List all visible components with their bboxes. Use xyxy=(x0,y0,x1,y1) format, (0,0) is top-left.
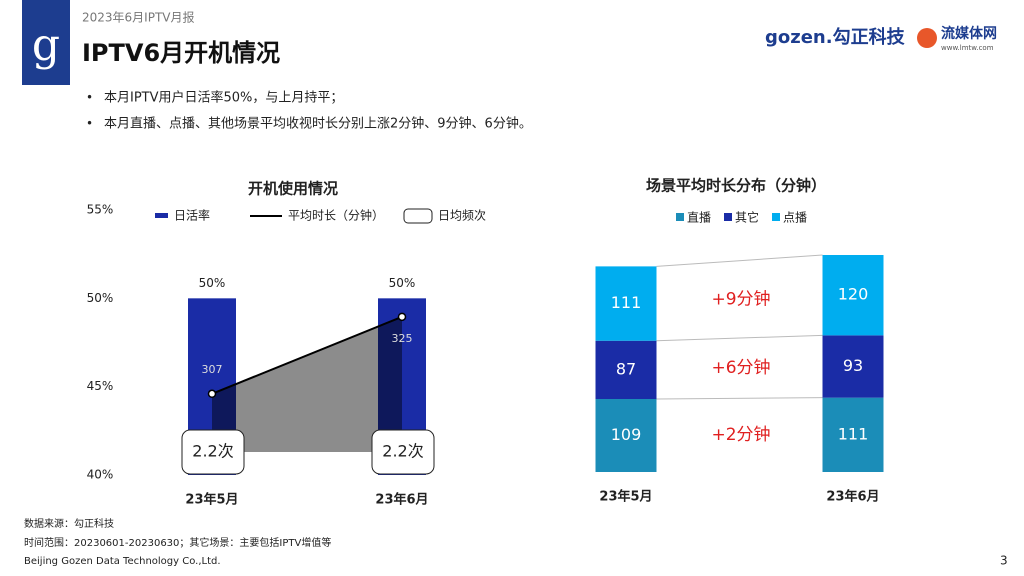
legend-swatch xyxy=(676,213,684,221)
x-tick-label: 23年6月 xyxy=(826,489,879,505)
legend-label: 日均频次 xyxy=(438,209,486,223)
footnote: Beijing Gozen Data Technology Co.,Ltd. xyxy=(24,556,221,567)
bar-segment xyxy=(595,266,657,341)
bullet: 本月IPTV用户日活率50%，与上月持平； xyxy=(104,90,343,106)
annotation: +9分钟 xyxy=(711,289,770,309)
connector xyxy=(656,334,823,342)
report-name: 2023年6月IPTV月报 xyxy=(82,10,195,25)
segment-label: 111 xyxy=(611,293,642,312)
gozen-logo: gozen.勾正科技 xyxy=(765,26,906,48)
chart-title: 场景平均时长分布（分钟） xyxy=(646,177,826,195)
line xyxy=(211,315,403,395)
logo2-url: www.lmtw.com xyxy=(941,44,994,52)
logo-block xyxy=(22,0,70,85)
line-label: 307 xyxy=(202,363,223,376)
annotation: +2分钟 xyxy=(711,425,770,445)
y-tick-label: 40% xyxy=(87,468,114,482)
footnote: 时间范围：20230601-20230630；其它场景：主要包括IPTV增值等 xyxy=(24,536,331,549)
segment-label: 93 xyxy=(843,356,863,375)
x-tick-label: 23年5月 xyxy=(599,489,652,505)
legend-label: 其它 xyxy=(735,210,759,225)
x-tick-label: 23年5月 xyxy=(185,492,238,508)
bar-segment xyxy=(595,398,657,472)
legend-label: 点播 xyxy=(783,211,807,225)
footnote: 数据来源：勾正科技 xyxy=(24,517,114,530)
y-tick-label: 45% xyxy=(87,379,114,393)
bar-label: 50% xyxy=(199,276,226,290)
connector xyxy=(656,254,823,267)
connector xyxy=(656,397,823,400)
bullet-dot: • xyxy=(86,117,93,131)
logo2: 流媒体网 xyxy=(941,25,997,42)
bullet-dot: • xyxy=(86,91,93,105)
bar-segment xyxy=(822,397,884,472)
annotation: +6分钟 xyxy=(711,358,770,378)
area-shade xyxy=(212,316,402,452)
line-point xyxy=(207,389,217,399)
slide-title: IPTV6月开机情况 xyxy=(82,39,280,67)
frequency-label: 2.2次 xyxy=(382,442,423,461)
legend-label: 平均时长（分钟） xyxy=(288,208,384,223)
bar-segment xyxy=(822,255,884,336)
segment-label: 120 xyxy=(838,285,869,304)
line-label: 325 xyxy=(392,332,413,345)
bar-segment xyxy=(822,335,884,398)
legend-label: 直播 xyxy=(687,211,711,225)
logo-glyph: g xyxy=(32,20,60,71)
y-tick-label: 50% xyxy=(87,291,114,305)
bar-label: 50% xyxy=(389,276,416,290)
frequency-box xyxy=(371,429,435,475)
bullet: 本月直播、点播、其他场景平均收视时长分别上涨2分钟、9分钟、6分钟。 xyxy=(104,116,532,132)
segment-label: 111 xyxy=(838,424,869,443)
segment-label: 109 xyxy=(611,425,642,444)
legend-swatch xyxy=(155,213,168,218)
legend-label: 日活率 xyxy=(174,208,210,223)
logo2-icon xyxy=(917,28,937,48)
legend-swatch xyxy=(724,213,732,221)
segment-label: 87 xyxy=(616,359,636,378)
legend-swatch xyxy=(772,213,780,221)
line-point xyxy=(397,312,407,322)
legend-swatch xyxy=(403,208,433,224)
page-number: 3 xyxy=(1000,554,1008,568)
chart-title: 开机使用情况 xyxy=(248,180,338,198)
y-tick-label: 55% xyxy=(87,203,114,217)
x-tick-label: 23年6月 xyxy=(375,492,428,508)
bar-segment xyxy=(595,340,657,399)
frequency-box xyxy=(181,429,245,475)
frequency-label: 2.2次 xyxy=(192,442,233,461)
